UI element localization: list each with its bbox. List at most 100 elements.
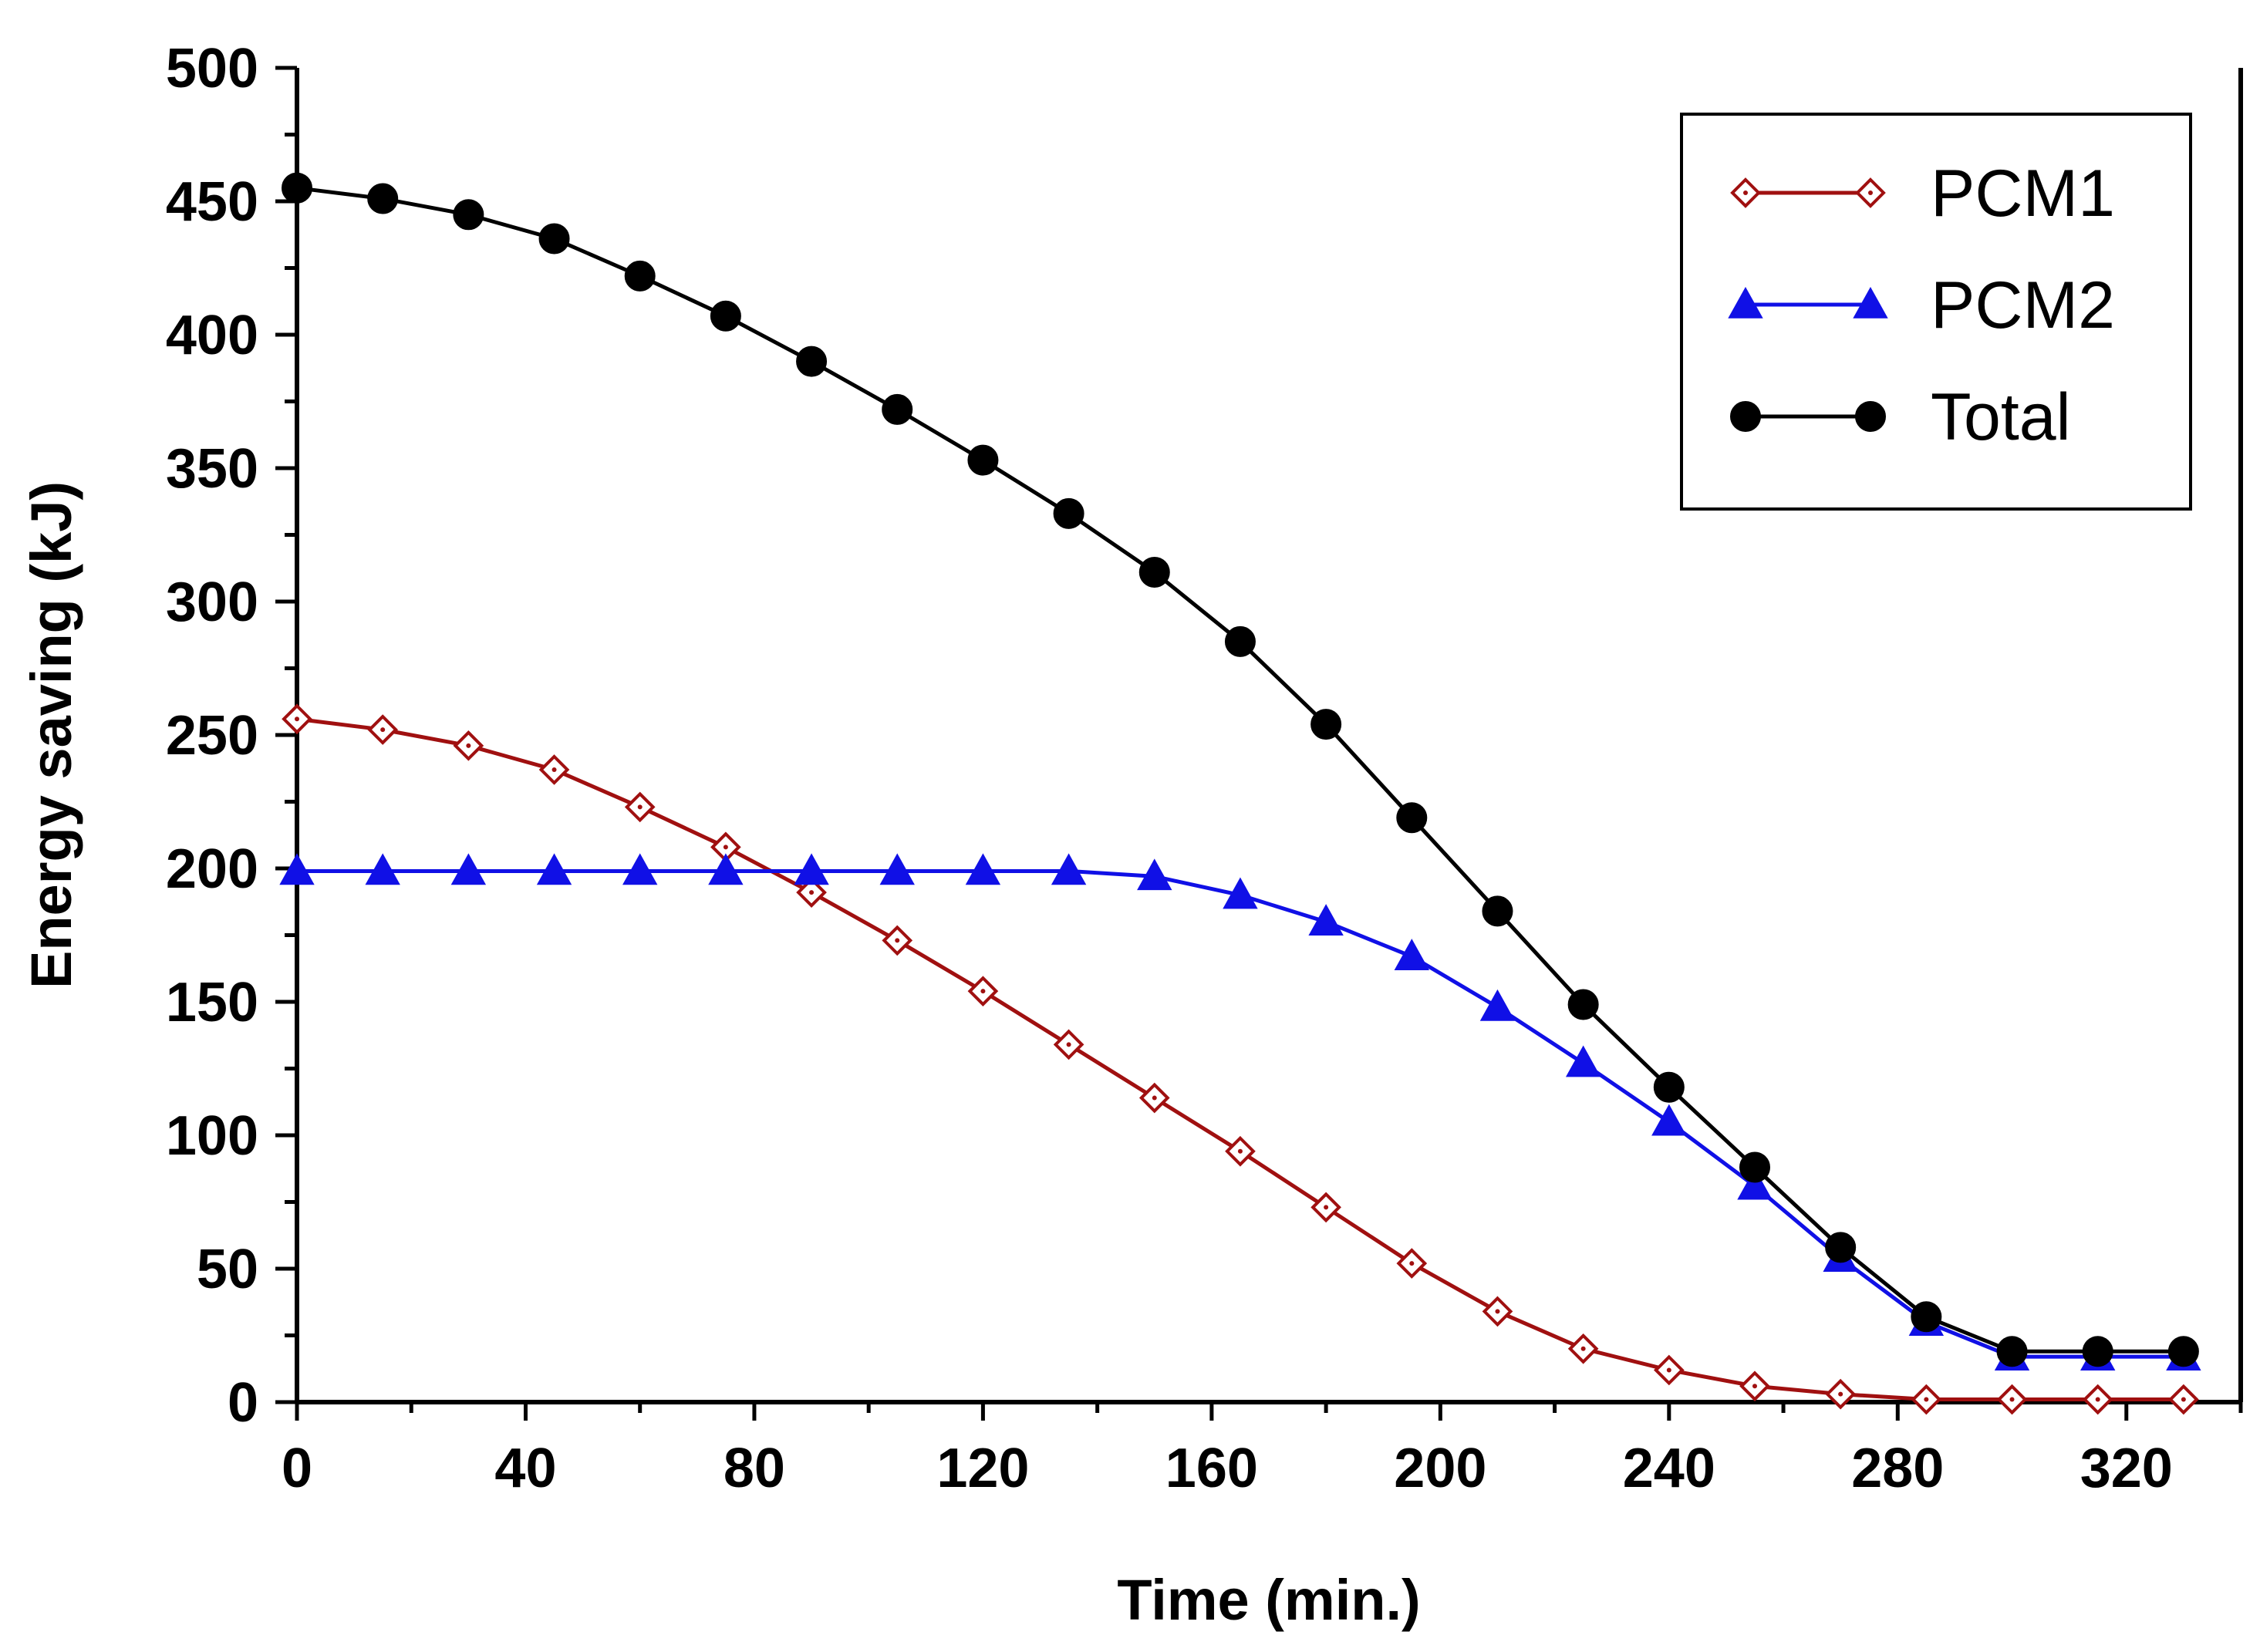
data-point-total (1567, 989, 1599, 1020)
series-pcm2 (279, 853, 2201, 1370)
data-point-total (882, 393, 913, 425)
data-point-total (453, 199, 484, 231)
diamond-center (1743, 190, 1748, 195)
x-axis: 0 40 80 120 160 200 240 280 320 (282, 1402, 2243, 1499)
diamond-center (1868, 190, 1873, 195)
data-point-pcm1 (1138, 1082, 1170, 1114)
data-point-total (1482, 895, 1513, 927)
data-point-pcm2 (1308, 904, 1344, 936)
data-point-pcm1 (624, 791, 656, 823)
x-axis-title: Time (min.) (1117, 1568, 1420, 1632)
legend-label-total: Total (1931, 380, 2071, 454)
data-point-pcm2 (622, 853, 658, 885)
data-point-pcm1 (367, 714, 399, 745)
data-point-pcm1 (967, 976, 999, 1006)
diamond-center (1066, 1042, 1071, 1047)
data-point-pcm1 (453, 730, 484, 761)
data-point-total (1138, 556, 1170, 588)
data-point-pcm1 (1225, 1135, 1256, 1167)
y-tick-label: 50 (197, 1239, 258, 1300)
y-tick-label: 450 (166, 171, 258, 233)
data-point-pcm2 (365, 853, 400, 885)
diamond-center (466, 743, 471, 748)
data-point-total (710, 300, 741, 332)
data-point-total (967, 444, 999, 476)
data-point-pcm1 (1482, 1296, 1513, 1327)
data-point-total (538, 223, 570, 255)
data-point-total (1653, 1071, 1685, 1103)
diamond-center (1666, 1367, 1671, 1373)
diamond-center (1237, 1148, 1243, 1154)
x-tick-label: 120 (936, 1438, 1029, 1499)
y-axis-title: Energy saving (kJ) (19, 481, 83, 989)
diamond-center (1324, 1205, 1329, 1210)
y-tick-label: 200 (166, 838, 258, 900)
y-tick-label: 0 (228, 1372, 258, 1434)
x-tick-label: 200 (1394, 1438, 1486, 1499)
data-point-pcm1 (796, 877, 827, 908)
x-tick-label: 0 (282, 1438, 312, 1499)
diamond-center (980, 989, 986, 994)
diamond-center (1752, 1384, 1757, 1389)
legend-marker-pcm1 (1730, 177, 1761, 208)
data-point-pcm1 (1996, 1384, 2028, 1415)
legend-marker-pcm2 (1728, 286, 1763, 319)
data-point-pcm1 (1739, 1370, 1770, 1402)
diamond-center (295, 716, 299, 722)
y-tick-label: 500 (166, 38, 258, 99)
data-point-total (1996, 1336, 2028, 1367)
diamond-center (1924, 1397, 1929, 1402)
y-tick-label: 350 (166, 438, 258, 500)
x-tick-label: 40 (494, 1438, 556, 1499)
data-point-pcm2 (1737, 1168, 1773, 1200)
series-layer (279, 172, 2201, 1415)
y-tick-label: 300 (166, 571, 258, 633)
data-point-total (1310, 709, 1342, 740)
legend-box (1680, 113, 2192, 511)
x-tick-label: 80 (724, 1438, 785, 1499)
data-point-total (1825, 1232, 1857, 1263)
series-total (282, 172, 2199, 1367)
y-tick-label: 150 (166, 972, 258, 1033)
legend: PCM1 PCM2 Total (1680, 113, 2192, 511)
data-point-total (2167, 1336, 2199, 1367)
data-point-total (1396, 802, 1428, 834)
series-pcm1 (282, 703, 2199, 1415)
x-tick-label: 240 (1623, 1438, 1715, 1499)
x-tick-label: 320 (2080, 1438, 2173, 1499)
data-point-pcm1 (1911, 1384, 1942, 1415)
diamond-center (380, 727, 386, 733)
diamond-center (809, 890, 815, 895)
diamond-center (1495, 1309, 1500, 1314)
data-point-pcm2 (965, 853, 1001, 885)
diamond-center (552, 767, 557, 772)
y-axis: 0 50 100 150 200 250 300 350 400 450 500 (166, 38, 297, 1434)
data-point-pcm2 (279, 853, 315, 885)
diamond-center (2181, 1397, 2186, 1402)
data-point-pcm1 (1825, 1378, 1857, 1410)
data-point-total (1911, 1301, 1942, 1333)
diamond-center (637, 804, 643, 810)
data-point-pcm1 (1053, 1029, 1084, 1060)
x-tick-label: 280 (1851, 1438, 1944, 1499)
diamond-center (1152, 1095, 1157, 1101)
legend-marker-pcm1 (1855, 177, 1886, 208)
diamond-center (1409, 1261, 1415, 1266)
diamond-center (895, 938, 900, 943)
data-point-pcm1 (882, 925, 913, 956)
data-point-pcm2 (1137, 858, 1172, 891)
data-point-pcm1 (2168, 1384, 2199, 1415)
data-point-pcm1 (2082, 1384, 2113, 1415)
legend-marker-total (1855, 401, 1886, 432)
x-tick-label: 160 (1165, 1438, 1258, 1499)
legend-label-pcm2: PCM2 (1931, 268, 2115, 342)
data-point-pcm2 (450, 853, 487, 885)
data-point-pcm2 (1479, 989, 1516, 1021)
data-point-total (2082, 1336, 2113, 1367)
data-point-pcm1 (538, 754, 570, 785)
data-point-pcm2 (1223, 877, 1258, 909)
y-tick-label: 400 (166, 305, 258, 366)
data-point-pcm1 (1567, 1333, 1599, 1364)
data-point-pcm2 (1394, 939, 1429, 970)
